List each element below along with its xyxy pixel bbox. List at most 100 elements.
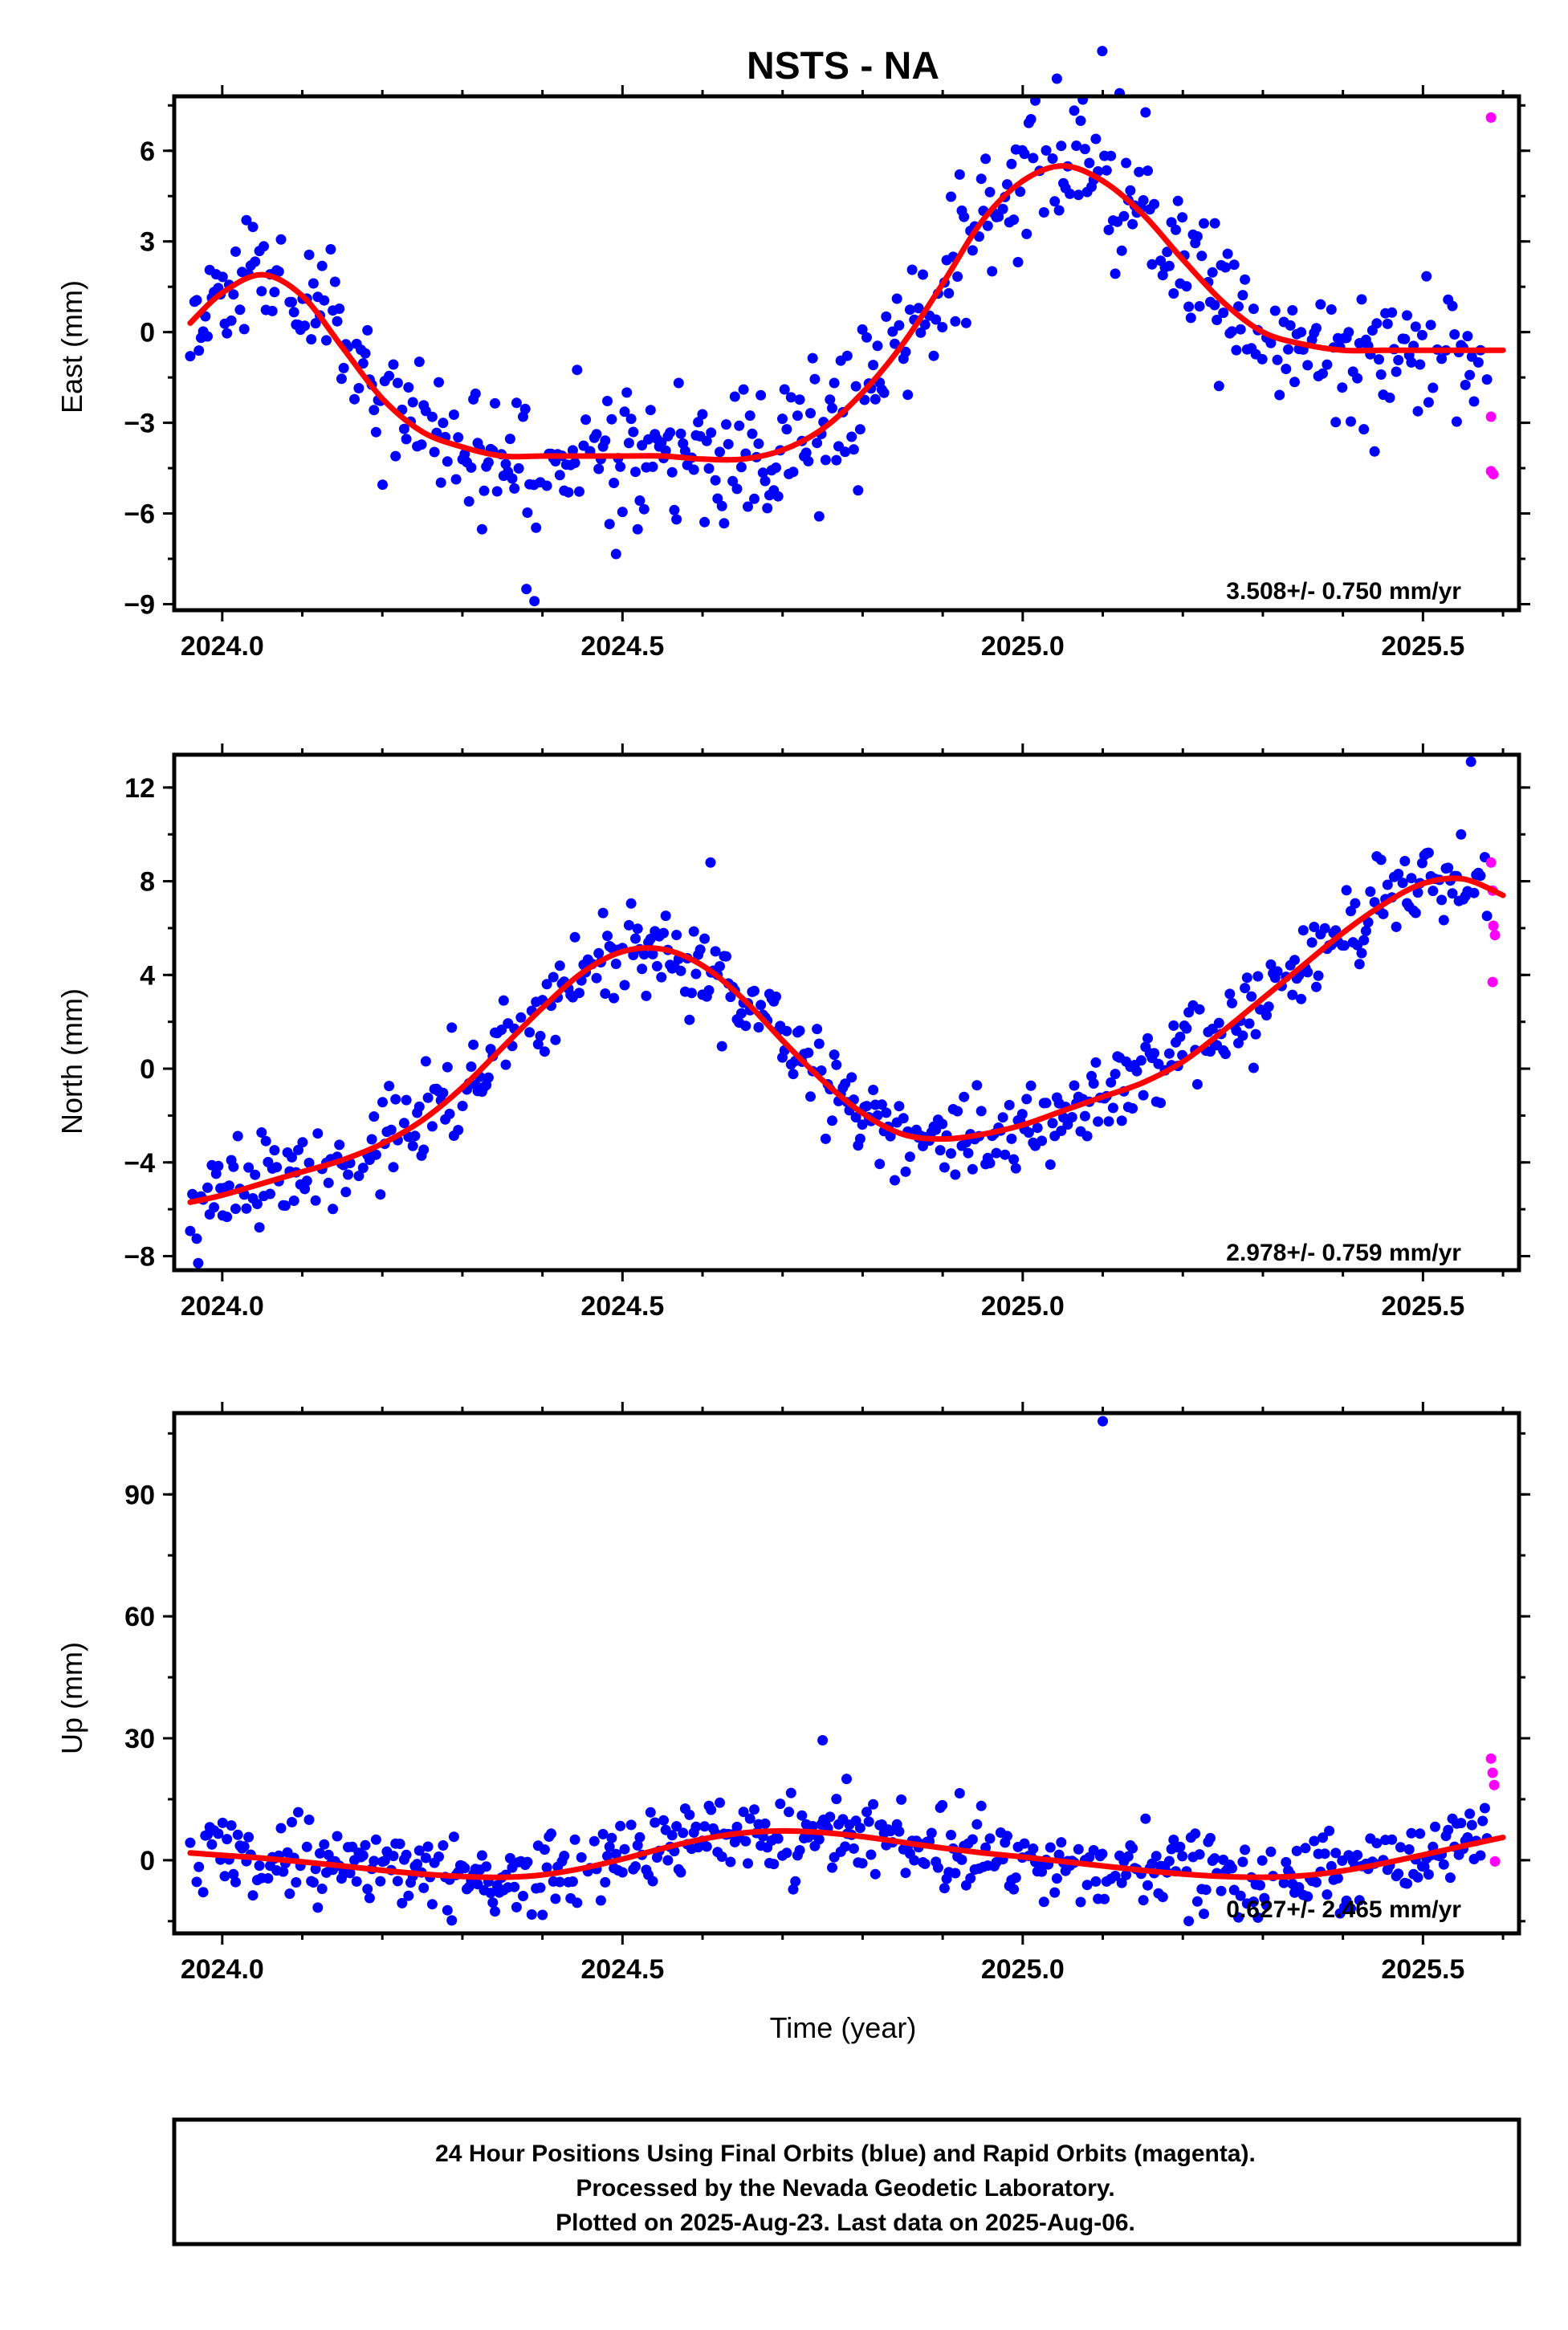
final-orbit-point xyxy=(466,1061,477,1072)
final-orbit-point xyxy=(535,1882,546,1893)
final-orbit-point xyxy=(1073,189,1084,201)
final-orbit-point xyxy=(829,1049,840,1061)
final-orbit-point xyxy=(1037,1866,1048,1877)
final-orbit-point xyxy=(675,1867,686,1878)
final-orbit-point xyxy=(1410,907,1421,919)
final-orbit-point xyxy=(813,511,825,522)
final-orbit-point xyxy=(193,1257,204,1269)
final-orbit-point xyxy=(222,1834,233,1845)
final-orbit-point xyxy=(394,1839,405,1849)
final-orbit-point xyxy=(1393,869,1404,879)
final-orbit-point xyxy=(928,350,939,361)
x-tick-label: 2025.0 xyxy=(981,631,1065,662)
final-orbit-point xyxy=(1084,157,1095,169)
final-orbit-point xyxy=(226,1820,237,1831)
north-rate-label: 2.978+/- 0.759 mm/yr xyxy=(1226,1240,1461,1266)
final-orbit-point xyxy=(848,444,859,455)
final-orbit-point xyxy=(1101,165,1112,176)
final-orbit-point xyxy=(537,1909,548,1921)
final-orbit-point xyxy=(997,1112,1008,1123)
final-orbit-point xyxy=(334,303,345,314)
final-orbit-point xyxy=(710,946,721,957)
final-orbit-point xyxy=(630,1861,641,1872)
final-orbit-point xyxy=(1255,1880,1265,1891)
final-orbit-point xyxy=(1021,228,1032,239)
final-orbit-point xyxy=(623,919,634,931)
final-orbit-point xyxy=(850,1112,861,1123)
final-orbit-point xyxy=(1138,1090,1149,1101)
final-orbit-point xyxy=(1443,1824,1454,1835)
final-orbit-point xyxy=(303,1815,315,1825)
final-orbit-point xyxy=(904,1151,915,1163)
final-orbit-point xyxy=(725,1856,736,1868)
final-orbit-point xyxy=(902,389,914,401)
final-orbit-point xyxy=(959,1091,970,1102)
final-orbit-point xyxy=(803,455,814,466)
final-orbit-point xyxy=(291,1877,302,1888)
x-tick-label: 2024.5 xyxy=(580,1291,664,1322)
final-orbit-point xyxy=(729,391,740,402)
final-orbit-point xyxy=(1287,989,1298,1000)
final-orbit-point xyxy=(686,988,697,999)
final-orbit-point xyxy=(1138,195,1149,206)
final-orbit-point xyxy=(817,1735,829,1746)
final-orbit-point xyxy=(1287,305,1298,316)
y-tick-label: 30 xyxy=(124,1724,155,1754)
final-orbit-point xyxy=(541,1862,552,1873)
final-orbit-point xyxy=(1346,416,1356,427)
final-orbit-point xyxy=(863,1816,874,1827)
final-orbit-point xyxy=(634,1831,646,1843)
final-orbit-point xyxy=(604,519,615,530)
final-orbit-point xyxy=(238,1841,250,1852)
final-orbit-point xyxy=(1291,1845,1302,1856)
final-orbit-point xyxy=(434,377,444,388)
final-orbit-point xyxy=(1181,281,1192,292)
rapid-orbit-point xyxy=(1485,1753,1497,1764)
final-orbit-point xyxy=(1010,1872,1021,1884)
final-orbit-point xyxy=(788,1069,799,1080)
final-orbit-point xyxy=(632,923,643,935)
final-orbit-point xyxy=(390,450,401,462)
final-orbit-point xyxy=(1016,1109,1028,1120)
final-orbit-point xyxy=(1004,1099,1015,1110)
final-orbit-point xyxy=(625,413,637,425)
final-orbit-point xyxy=(984,1833,996,1844)
final-orbit-point xyxy=(1278,1877,1289,1888)
final-orbit-point xyxy=(321,335,332,346)
final-orbit-point xyxy=(1464,369,1476,381)
final-orbit-point xyxy=(1140,107,1151,118)
final-orbit-point xyxy=(554,960,565,972)
final-orbit-point xyxy=(1237,1856,1248,1868)
final-orbit-point xyxy=(279,1200,291,1212)
final-orbit-point xyxy=(701,1841,712,1852)
final-orbit-point xyxy=(666,1830,678,1841)
final-orbit-point xyxy=(349,393,360,405)
final-orbit-point xyxy=(1322,359,1333,370)
final-orbit-point xyxy=(673,377,684,389)
final-orbit-point xyxy=(825,1811,836,1823)
final-orbit-point xyxy=(744,410,755,422)
final-orbit-point xyxy=(1427,382,1439,393)
final-orbit-point xyxy=(541,979,552,990)
final-orbit-point xyxy=(191,295,202,306)
final-orbit-point xyxy=(518,1891,528,1901)
final-orbit-point xyxy=(731,1821,743,1832)
final-orbit-point xyxy=(1099,1893,1110,1904)
final-orbit-point xyxy=(628,426,639,438)
final-orbit-point xyxy=(1240,983,1251,994)
final-orbit-point xyxy=(550,1034,561,1045)
final-orbit-point xyxy=(362,324,373,336)
final-orbit-point xyxy=(669,504,680,515)
final-orbit-point xyxy=(1053,205,1065,216)
final-orbit-point xyxy=(306,334,317,345)
final-orbit-point xyxy=(975,1800,987,1811)
final-orbit-point xyxy=(1000,1149,1011,1160)
plot-frame xyxy=(172,94,1521,613)
final-orbit-point xyxy=(1151,1851,1162,1862)
final-orbit-point xyxy=(984,186,996,198)
final-orbit-point xyxy=(1393,355,1404,365)
final-orbit-point xyxy=(932,1862,943,1873)
final-orbit-point xyxy=(1319,1848,1330,1860)
final-orbit-point xyxy=(665,427,676,438)
final-orbit-point xyxy=(1028,1843,1039,1854)
